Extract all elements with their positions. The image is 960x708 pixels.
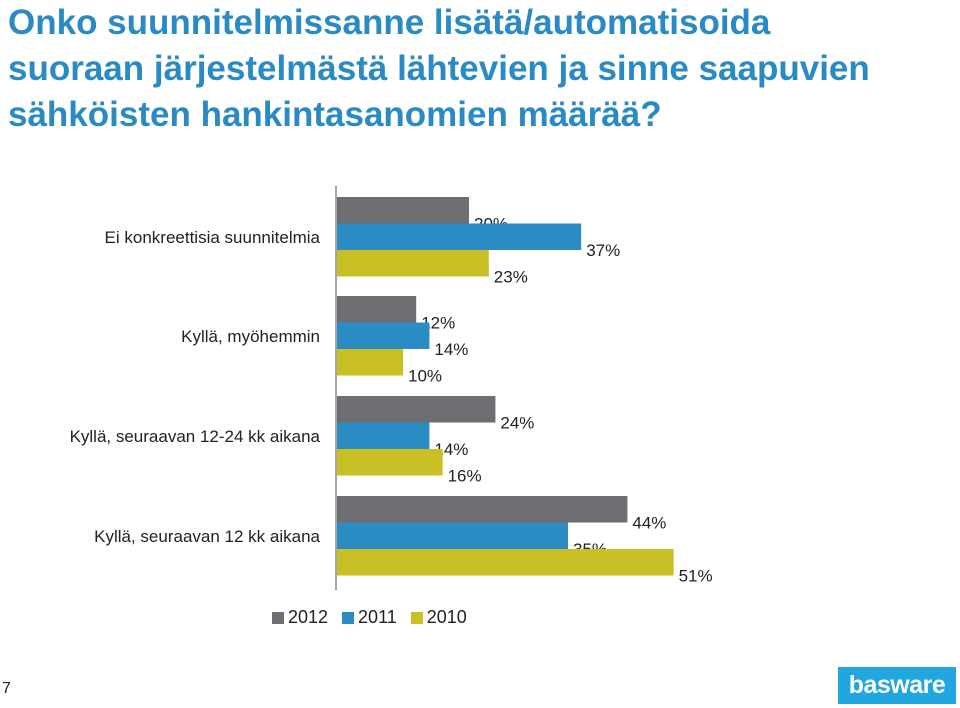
bar-chart: Ei konkreettisia suunnitelmia20%37%23%Ky…	[70, 186, 713, 590]
data-label-2012: 24%	[500, 414, 534, 433]
data-label-2011: 37%	[586, 241, 620, 260]
bar-2012	[337, 496, 628, 523]
category-label: Kyllä, seuraavan 12-24 kk aikana	[70, 427, 321, 446]
legend-item-2010: 2010	[410, 607, 467, 628]
bar-2012	[337, 296, 417, 323]
legend-swatch-2012	[272, 611, 284, 624]
legend-item-2011: 2011	[342, 607, 397, 628]
bar-2010	[337, 349, 403, 376]
chart-legend: 2012 2011 2010	[272, 607, 467, 628]
bar-2010	[337, 250, 489, 277]
data-label-2012: 12%	[421, 314, 455, 333]
bar-2012	[337, 396, 496, 423]
legend-swatch-2010	[410, 611, 423, 624]
page-number: 7	[2, 680, 11, 697]
legend-label-2012: 2012	[288, 607, 329, 627]
category-label: Ei konkreettisia suunnitelmia	[105, 228, 321, 247]
bar-2011	[337, 522, 568, 549]
category-label: Kyllä, seuraavan 12 kk aikana	[94, 527, 320, 546]
data-label-2010: 16%	[448, 467, 482, 486]
category-label: Kyllä, myöhemmin	[181, 327, 320, 346]
legend-swatch-2011	[342, 611, 355, 624]
bar-2011	[337, 422, 430, 449]
bar-2010	[337, 449, 443, 476]
data-label-2011: 14%	[434, 340, 468, 359]
data-label-2011: 14%	[434, 440, 468, 459]
basware-logo[interactable]: basware	[838, 667, 956, 704]
data-label-2010: 51%	[679, 567, 713, 586]
data-label-2012: 44%	[632, 514, 666, 533]
legend-label-2011: 2011	[358, 607, 397, 627]
bar-2011	[337, 223, 582, 250]
chart-marks: Ei konkreettisia suunnitelmia20%37%23%Ky…	[70, 197, 713, 586]
data-label-2010: 23%	[494, 268, 528, 287]
bar-2011	[337, 322, 430, 349]
legend-label-2010: 2010	[426, 607, 467, 627]
page-title: Onko suunnitelmissanne lisätä/automatiso…	[8, 3, 870, 134]
bar-2010	[337, 549, 674, 576]
bar-2012	[337, 197, 469, 224]
legend-item-2012: 2012	[272, 607, 328, 628]
data-label-2010: 10%	[408, 367, 442, 386]
